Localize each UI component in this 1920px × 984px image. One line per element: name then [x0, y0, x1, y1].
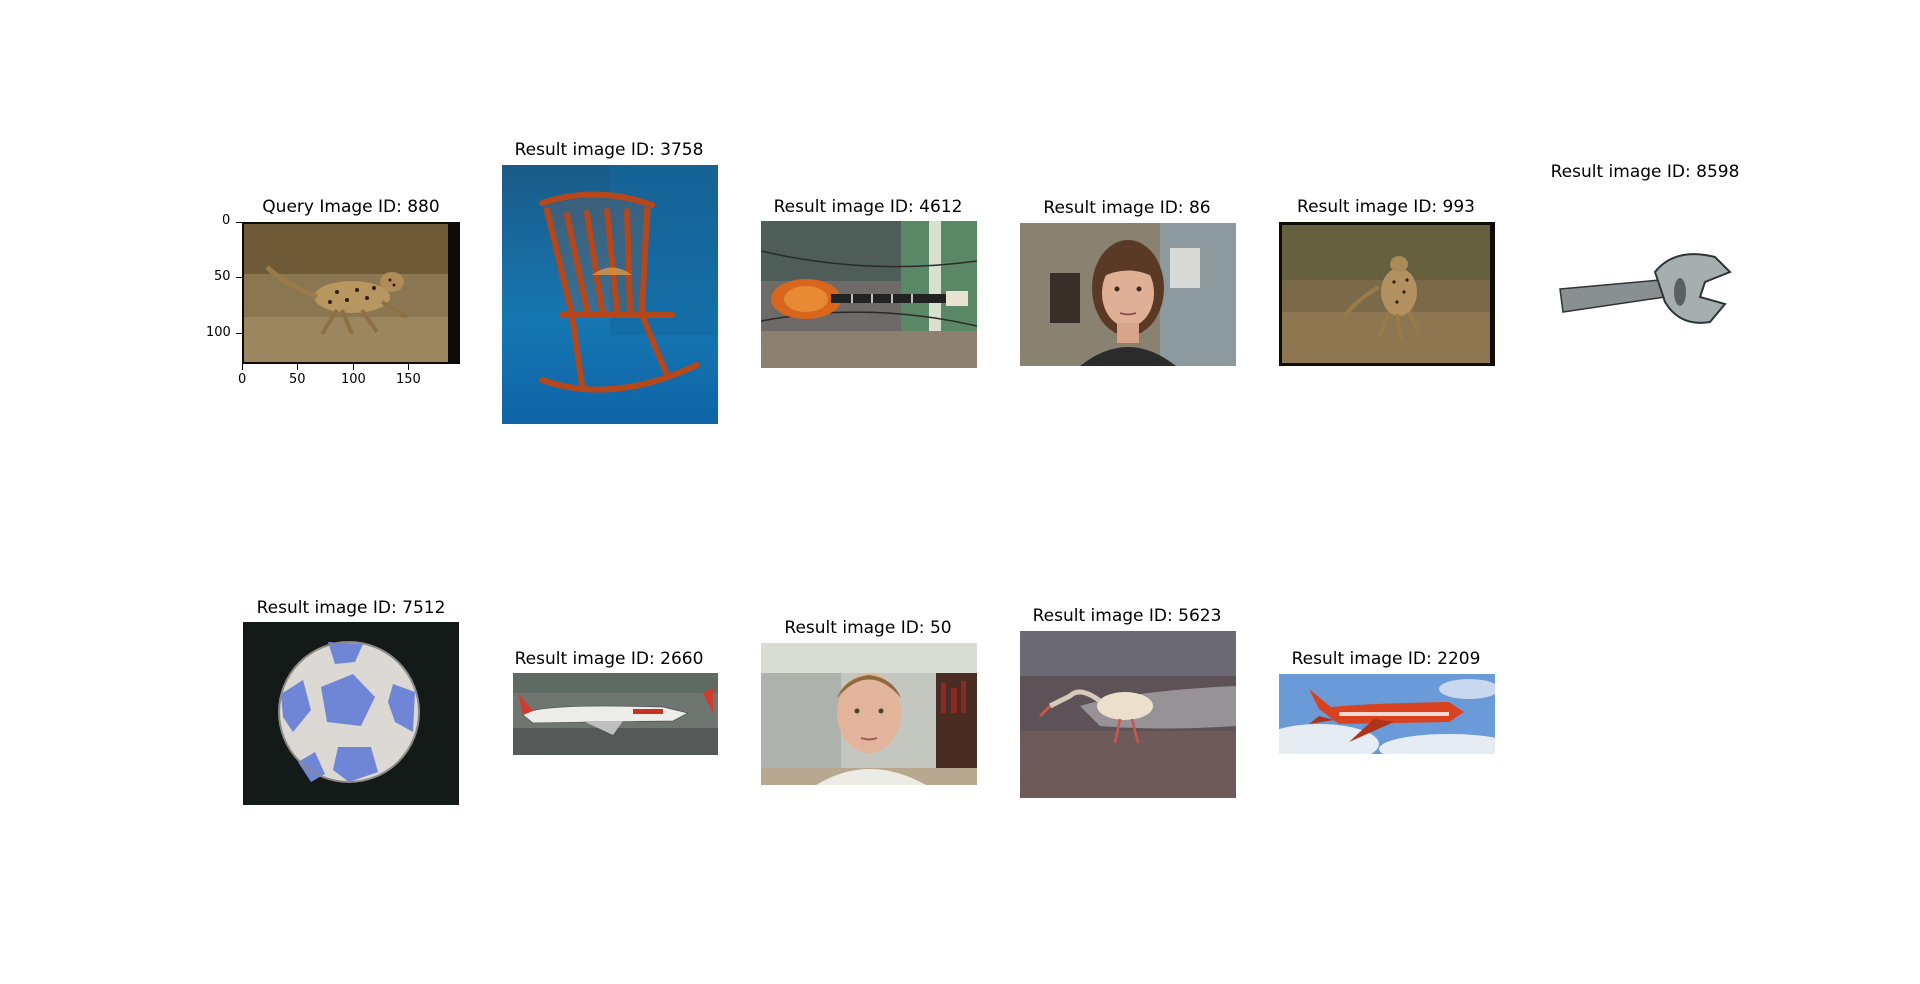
query-image-cheetah [242, 222, 460, 364]
query-title: Query Image ID: 880 [262, 197, 440, 217]
y-tick-label: 100 [206, 325, 231, 340]
result-title: Result image ID: 3758 [514, 140, 704, 160]
result-image-woman-portrait [1020, 223, 1236, 366]
x-tick-50 [297, 364, 298, 370]
result-title: Result image ID: 7512 [256, 598, 446, 618]
result-image-guitar [761, 221, 977, 368]
result-image-rocking-chair [502, 165, 718, 424]
x-tick-label: 100 [341, 372, 366, 387]
result-title: Result image ID: 8598 [1550, 162, 1740, 182]
x-tick-0 [242, 364, 243, 370]
y-tick-0 [236, 222, 242, 223]
result-title: Result image ID: 993 [1297, 197, 1475, 217]
result-title: Result image ID: 2209 [1291, 649, 1481, 669]
result-image-airplane-sky [1279, 674, 1495, 754]
y-tick-100 [236, 333, 242, 334]
y-tick-label: 0 [222, 213, 231, 228]
x-tick-label: 50 [289, 372, 306, 387]
result-image-cheetah [1279, 222, 1495, 366]
result-title: Result image ID: 50 [784, 618, 952, 638]
x-tick-label: 150 [396, 372, 421, 387]
y-tick-50 [236, 277, 242, 278]
result-image-soccer-ball [243, 622, 459, 805]
result-title: Result image ID: 2660 [514, 649, 704, 669]
x-tick-label: 0 [238, 372, 247, 387]
result-image-ibis-bird [1020, 631, 1236, 798]
y-tick-label: 50 [214, 269, 231, 284]
result-title: Result image ID: 4612 [773, 197, 963, 217]
result-title: Result image ID: 86 [1043, 198, 1211, 218]
result-image-airplane-runway [513, 673, 718, 755]
x-tick-100 [353, 364, 354, 370]
result-title: Result image ID: 5623 [1032, 606, 1222, 626]
result-image-wrench [1555, 242, 1735, 335]
x-tick-150 [408, 364, 409, 370]
result-image-man-portrait [761, 643, 977, 785]
